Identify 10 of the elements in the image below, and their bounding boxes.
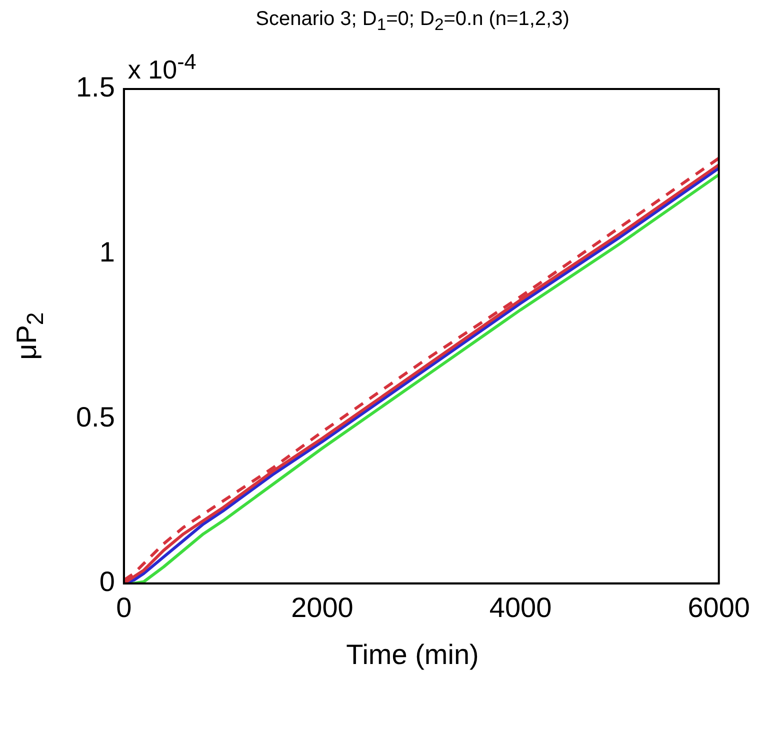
- x-tick-label: 6000: [688, 592, 750, 623]
- chart-title: Scenario 3; D$_{1}$=0; D$_{2}$=0.n (n=1,2,3): [254, 8, 570, 35]
- y-tick-label: 1.5: [76, 72, 115, 103]
- text: x 10$^{-4}$: [128, 49, 196, 86]
- x-tick-label: 4000: [489, 592, 552, 623]
- y-tick-label: 1: [99, 236, 115, 268]
- x-tick-label: 2000: [291, 592, 354, 623]
- x-axis-title: Time (min): [345, 639, 480, 671]
- y-tick-label: 0: [99, 566, 115, 598]
- y-tick-label: 0.5: [76, 401, 115, 432]
